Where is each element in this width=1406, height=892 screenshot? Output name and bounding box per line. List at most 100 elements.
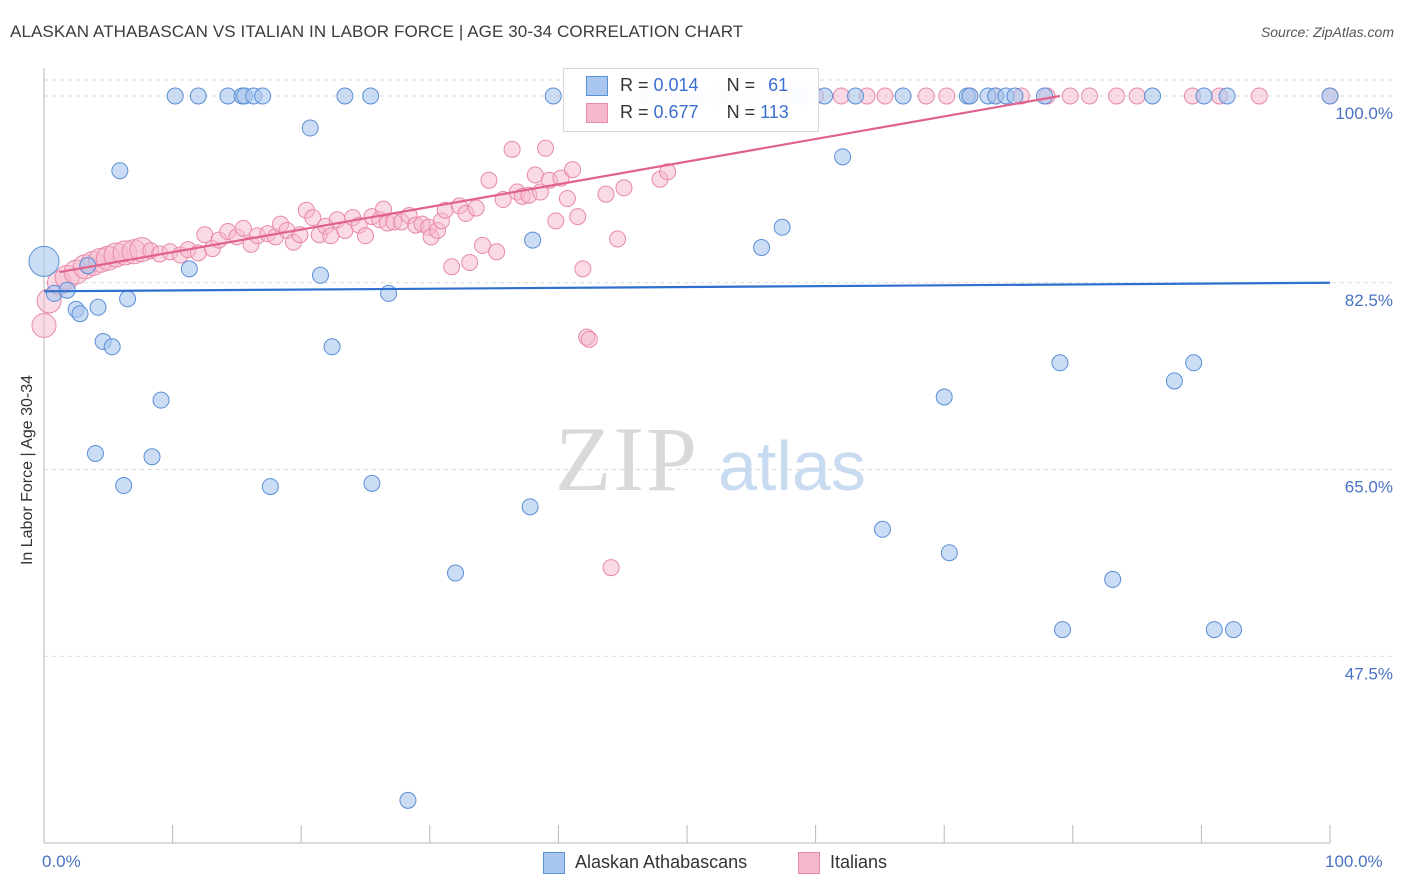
athabascan-trend-line	[43, 281, 1331, 293]
athabascan-point	[1036, 87, 1054, 105]
italians-point	[31, 312, 57, 338]
athabascan-point	[1165, 372, 1183, 390]
italians-point	[1108, 87, 1126, 105]
legend-swatch-blue	[586, 76, 608, 97]
athabascan-point	[524, 231, 542, 249]
italians-point	[876, 87, 894, 105]
athabascan-point	[1144, 87, 1162, 105]
x-tick-max: 100.0%	[1325, 852, 1383, 871]
italians-point	[547, 212, 565, 230]
athabascan-point	[873, 520, 891, 538]
athabascan-point	[143, 448, 161, 466]
italians-point	[537, 139, 555, 157]
athabascan-point	[399, 791, 417, 809]
legend-box: R = 0.014 N = 61 R = 0.677 N = 113	[563, 68, 819, 132]
italians-point	[1128, 87, 1146, 105]
athabascan-point	[1218, 87, 1236, 105]
italians-point	[1061, 87, 1079, 105]
x-tick-min: 0.0%	[42, 852, 81, 871]
athabascan-points	[28, 87, 1339, 809]
italians-point	[615, 179, 633, 197]
italians-point	[832, 87, 850, 105]
italians-point	[488, 243, 506, 261]
athabascan-point	[301, 119, 319, 137]
athabascan-point	[773, 218, 791, 236]
athabascan-point	[166, 87, 184, 105]
italians-point	[659, 163, 677, 181]
italians-point	[558, 189, 576, 207]
italians-point	[196, 226, 214, 244]
italians-point	[461, 253, 479, 271]
athabascan-point	[111, 162, 129, 180]
athabascan-point	[86, 444, 104, 462]
italians-point	[602, 559, 620, 577]
italians-point	[574, 260, 592, 278]
italians-point	[467, 199, 485, 217]
athabascan-point	[1185, 354, 1203, 372]
athabascan-point	[380, 284, 398, 302]
legend-n-value: 61	[768, 75, 789, 95]
y-tick-label: 47.5%	[1345, 664, 1393, 683]
axes	[43, 68, 1331, 844]
athabascan-point	[261, 478, 279, 496]
athabascan-point	[447, 564, 465, 582]
athabascan-point	[1104, 570, 1122, 588]
athabascan-point	[362, 87, 380, 105]
athabascan-point	[894, 87, 912, 105]
athabascan-point	[1051, 354, 1069, 372]
italians-point	[234, 219, 252, 237]
italians-point	[357, 227, 374, 245]
athabascan-point	[834, 148, 852, 166]
italians-point	[526, 166, 544, 184]
y-tick-label: 65.0%	[1345, 478, 1393, 497]
athabascan-point	[1205, 621, 1223, 639]
chart-title: ALASKAN ATHABASCAN VS ITALIAN IN LABOR F…	[10, 22, 744, 41]
legend-n-value: 113	[760, 102, 789, 122]
italians-trend-line	[59, 94, 1061, 274]
legend-row-athabascan: R = 0.014 N = 61	[586, 75, 788, 101]
athabascan-point	[28, 245, 60, 277]
bottom-legend-athabascan: Alaskan Athabascans	[543, 852, 747, 875]
watermark-atlas: atlas	[718, 427, 866, 505]
legend-r-value: 0.677	[653, 102, 699, 122]
y-tick-labels: 47.5% 65.0% 82.5% 100.0%	[1335, 104, 1393, 683]
italians-point	[1250, 87, 1268, 105]
athabascan-point	[103, 338, 121, 356]
italians-point	[938, 87, 956, 105]
athabascan-point	[115, 477, 133, 495]
athabascan-point	[935, 388, 953, 406]
italians-point	[569, 208, 587, 226]
athabascan-point	[940, 544, 958, 562]
italians-point	[580, 330, 598, 348]
athabascan-point	[254, 87, 272, 105]
athabascan-point	[544, 87, 562, 105]
athabascan-point	[152, 391, 170, 409]
athabascan-point	[189, 87, 207, 105]
athabascan-point	[89, 298, 107, 316]
athabascan-point	[311, 266, 329, 284]
italians-point	[917, 87, 935, 105]
athabascan-point	[323, 338, 341, 356]
watermark: ZIP atlas	[555, 408, 866, 510]
athabascan-point	[180, 260, 198, 278]
athabascan-point	[1006, 87, 1024, 105]
source-label: Source: ZipAtlas.com	[1260, 24, 1394, 40]
athabascan-point	[336, 87, 354, 105]
italians-point	[503, 140, 521, 158]
italians-point	[474, 236, 492, 254]
y-tick-label: 82.5%	[1345, 291, 1393, 310]
italians-point	[564, 161, 582, 179]
athabascan-point	[1054, 621, 1072, 639]
athabascan-point	[1321, 87, 1339, 105]
italians-point	[443, 258, 461, 276]
bottom-legend-italians: Italians	[798, 852, 887, 875]
athabascan-point	[363, 474, 381, 492]
athabascan-point	[1225, 621, 1243, 639]
athabascan-point	[816, 87, 834, 105]
legend-r-value: 0.014	[653, 75, 699, 95]
italians-point	[597, 185, 615, 203]
watermark-zip: ZIP	[555, 408, 699, 510]
athabascan-point	[219, 87, 237, 105]
italians-point	[1081, 87, 1099, 105]
